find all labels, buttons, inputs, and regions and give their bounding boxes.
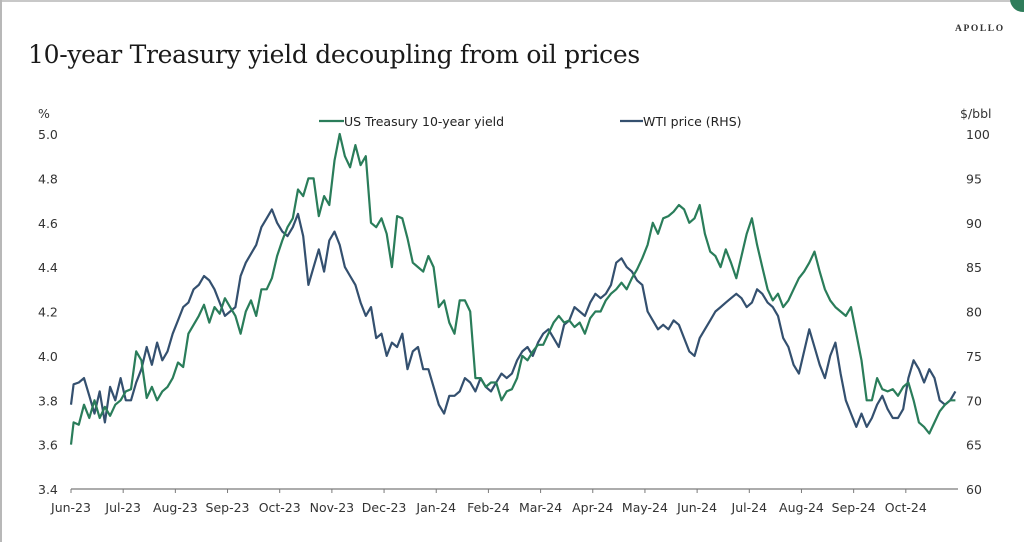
y-tick-label: 4.6: [38, 216, 58, 231]
y2-tick-label: 65: [966, 438, 982, 453]
y-tick-label: 4.2: [38, 305, 58, 320]
x-tick-label: Jan-24: [415, 500, 456, 515]
x-tick-label: Mar-24: [519, 500, 562, 515]
y2-tick-label: 100: [966, 127, 990, 142]
series-line-wti-price: [69, 208, 957, 428]
y-tick-label: 3.8: [38, 393, 58, 408]
window-top-border: [0, 0, 1024, 2]
x-tick-label: May-24: [622, 500, 668, 515]
x-tick-label: Dec-23: [362, 500, 407, 515]
legend-label-wti: WTI price (RHS): [643, 114, 742, 129]
y2-tick-label: 60: [966, 482, 982, 497]
x-tick-label: Jul-23: [104, 500, 141, 515]
y-tick-label: 3.6: [38, 438, 58, 453]
x-tick-label: Apr-24: [572, 500, 613, 515]
y-axis-unit-label: %: [38, 106, 50, 121]
x-tick-label: Aug-24: [779, 500, 824, 515]
y2-axis-unit-label: $/bbl: [960, 106, 992, 121]
window-left-border: [0, 0, 2, 542]
x-tick-label: Oct-23: [259, 500, 301, 515]
series-line-treasury-yield: [69, 132, 956, 445]
y-tick-label: 4.4: [38, 260, 58, 275]
x-tick-label: Feb-24: [467, 500, 510, 515]
x-tick-label: Jul-24: [731, 500, 768, 515]
x-tick-label: Sep-23: [206, 500, 250, 515]
y-tick-label: 3.4: [38, 482, 58, 497]
legend: US Treasury 10-year yield WTI price (RHS…: [319, 114, 742, 129]
axes: Jun-23 Jul-23 Aug-23 Sep-23 Oct-23 Nov-23 Dec-…: [38, 106, 992, 515]
y-tick-label: 5.0: [38, 127, 58, 142]
chart-title: 10-year Treasury yield decoupling from o…: [28, 40, 640, 69]
y2-tick-label: 90: [966, 216, 982, 231]
y2-tick-label: 80: [966, 305, 982, 320]
x-tick-label: Jun-24: [676, 500, 717, 515]
x-tick-label: Oct-24: [885, 500, 927, 515]
legend-label-treasury: US Treasury 10-year yield: [344, 114, 504, 129]
y2-tick-label: 70: [966, 393, 982, 408]
y-tick-label: 4.8: [38, 171, 58, 186]
y2-tick-label: 75: [966, 349, 982, 364]
x-tick-label: Nov-23: [310, 500, 354, 515]
y-tick-label: 4.0: [38, 349, 58, 364]
y2-tick-label: 95: [966, 171, 982, 186]
x-tick-label: Jun-23: [50, 500, 91, 515]
brand-logo: APOLLO: [955, 24, 1005, 34]
series-group: [69, 132, 957, 445]
x-tick-label: Aug-23: [153, 500, 198, 515]
x-tick-label: Sep-24: [832, 500, 876, 515]
y2-tick-label: 85: [966, 260, 982, 275]
